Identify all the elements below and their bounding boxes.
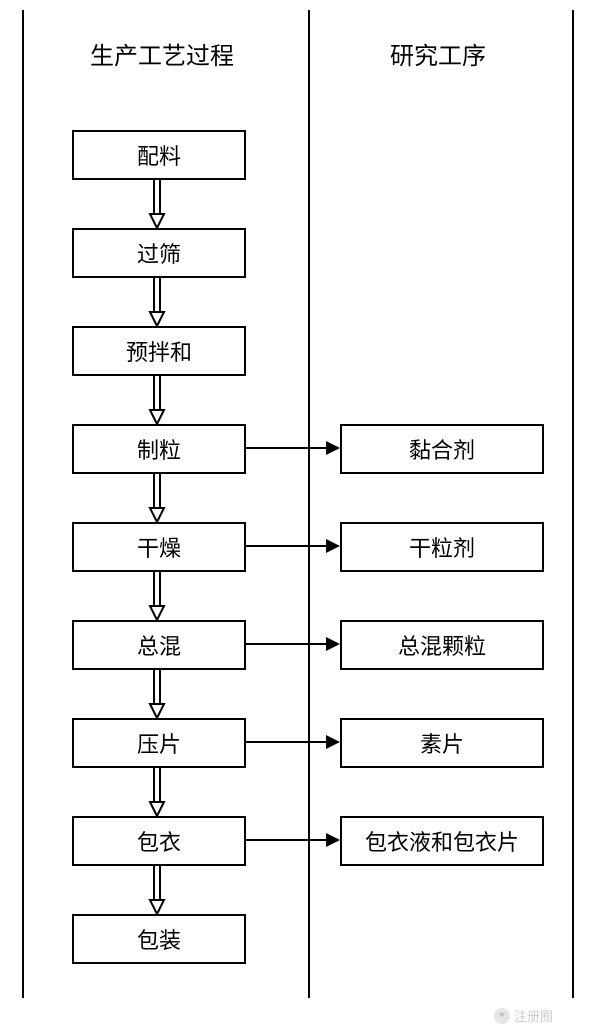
- link-arrow-step-yapian-to-right-supian: [244, 727, 350, 757]
- process-arrow-step-zhili-to-step-ganzao: [137, 472, 177, 542]
- link-arrow-step-zhili-to-right-nianheji: [244, 433, 350, 463]
- link-arrow-step-ganzao-to-right-ganliji: [244, 531, 350, 561]
- process-arrow-step-peiliao-to-step-guoshai: [137, 178, 177, 248]
- watermark-text: 注册圈: [514, 1006, 553, 1025]
- process-arrow-step-yapian-to-step-baoyi: [137, 766, 177, 836]
- process-arrow-step-zonghun-to-step-yapian: [137, 668, 177, 738]
- research-box-right-zonghunkeli: 总混颗粒: [340, 620, 544, 670]
- watermark: ✦注册圈: [494, 1006, 553, 1025]
- process-arrow-step-baoyi-to-step-baozhuang: [137, 864, 177, 934]
- research-box-right-ganliji: 干粒剂: [340, 522, 544, 572]
- process-box-step-peiliao: 配料: [72, 130, 246, 180]
- wechat-icon: ✦: [494, 1008, 510, 1024]
- column-header-right: 研究工序: [390, 36, 486, 71]
- research-box-right-supian: 素片: [340, 718, 544, 768]
- link-arrow-step-zonghun-to-right-zonghunkeli: [244, 629, 350, 659]
- process-arrow-step-yubanhe-to-step-zhili: [137, 374, 177, 444]
- column-header-left: 生产工艺过程: [90, 36, 234, 71]
- frame-vertical-line: [572, 10, 574, 998]
- frame-vertical-line: [22, 10, 24, 998]
- link-arrow-step-baoyi-to-right-baoyiye: [244, 825, 350, 855]
- research-box-right-baoyiye: 包衣液和包衣片: [340, 816, 544, 866]
- research-box-right-nianheji: 黏合剂: [340, 424, 544, 474]
- process-arrow-step-ganzao-to-step-zonghun: [137, 570, 177, 640]
- process-arrow-step-guoshai-to-step-yubanhe: [137, 276, 177, 346]
